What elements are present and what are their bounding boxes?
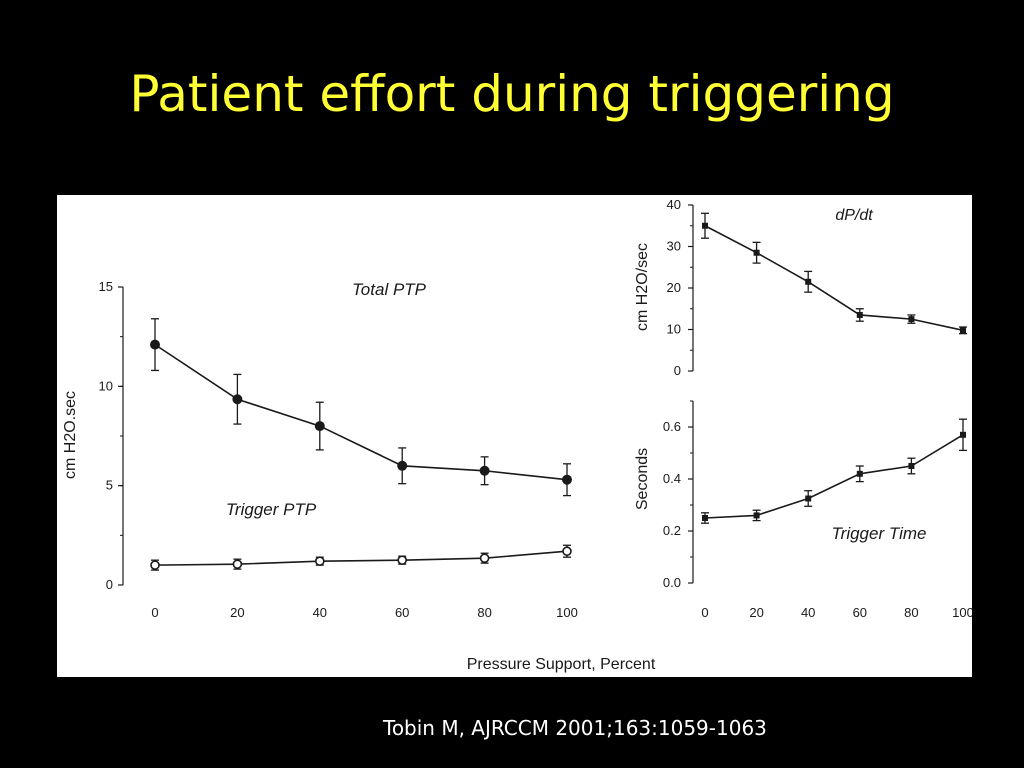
x-tick-label: 0 [701, 605, 708, 620]
x-tick-label: 60 [395, 605, 409, 620]
data-point [908, 316, 915, 323]
y-tick-label: 15 [99, 279, 113, 294]
data-point [397, 460, 408, 471]
data-point [960, 431, 966, 438]
slide-title: Patient effort during triggering [129, 65, 895, 123]
series-line [704, 225, 964, 332]
data-point [479, 465, 490, 476]
y-tick-label: 40 [667, 197, 681, 212]
data-point [232, 559, 243, 569]
y-tick-label: 0.4 [663, 471, 681, 486]
data-point [479, 553, 490, 563]
x-axis-title: Pressure Support, Percent [467, 656, 656, 673]
data-point [562, 474, 572, 485]
data-point [856, 311, 863, 318]
data-point [702, 222, 708, 229]
data-point [562, 546, 572, 557]
citation: Tobin M, AJRCCM 2001;163:1059-1063 [383, 716, 767, 740]
y-axis-title: Seconds [634, 448, 651, 510]
y-axis-title: cm H2O/sec [634, 243, 651, 331]
y-tick-label: 0 [106, 577, 113, 592]
chart-title: dP/dt [835, 207, 873, 224]
data-point [397, 555, 408, 565]
chart-trigger-time: 0.0 0.2 0.4 0.6 0 20 40 60 80 100 Seconds Trigger T… [634, 400, 972, 620]
y-tick-label: 0.0 [663, 575, 681, 590]
x-tick-label: 60 [853, 605, 867, 620]
data-point [753, 249, 760, 256]
series-line [704, 434, 964, 519]
series-label: Trigger Time [832, 524, 927, 543]
y-tick-label: 5 [106, 478, 113, 493]
chart-dpdt: 0 10 20 30 40 cm H2O/sec dP/dt [634, 197, 967, 378]
y-tick-label: 0.2 [663, 523, 681, 538]
data-point [314, 556, 325, 566]
data-point [150, 339, 160, 350]
x-tick-label: 100 [952, 605, 972, 620]
data-point [908, 463, 915, 469]
data-point [805, 495, 812, 502]
y-axis-title: cm H2O.sec [62, 391, 79, 479]
y-tick-label: 20 [667, 280, 681, 295]
y-tick-label: 10 [99, 378, 113, 393]
series-label: Total PTP [352, 280, 427, 299]
series-line [154, 550, 568, 566]
data-point [960, 327, 966, 334]
x-tick-label: 40 [801, 605, 815, 620]
chart-total-trigger-ptp: 0 5 10 15 0 20 40 60 80 100 cm H2O.sec Total PTP Tri… [62, 279, 578, 620]
data-point [232, 394, 243, 405]
x-tick-label: 80 [477, 605, 491, 620]
data-point [753, 512, 760, 519]
x-tick-label: 100 [556, 605, 578, 620]
series-label: Trigger PTP [226, 500, 317, 519]
y-tick-label: 30 [667, 239, 681, 254]
data-point [150, 560, 160, 570]
data-point [702, 515, 708, 521]
x-tick-label: 80 [904, 605, 918, 620]
y-tick-label: 0 [674, 363, 681, 378]
x-tick-label: 0 [151, 605, 158, 620]
x-tick-label: 20 [230, 605, 244, 620]
series-line [154, 343, 568, 481]
data-point [856, 470, 863, 477]
y-tick-label: 0.6 [663, 419, 681, 434]
x-tick-label: 40 [313, 605, 327, 620]
y-tick-label: 10 [667, 322, 681, 337]
data-point [314, 421, 325, 432]
data-point [805, 278, 812, 285]
x-tick-label: 20 [749, 605, 763, 620]
figure-panel: 0 5 10 15 0 20 40 60 80 100 cm H2O.sec Total PTP Tri… [57, 195, 972, 677]
